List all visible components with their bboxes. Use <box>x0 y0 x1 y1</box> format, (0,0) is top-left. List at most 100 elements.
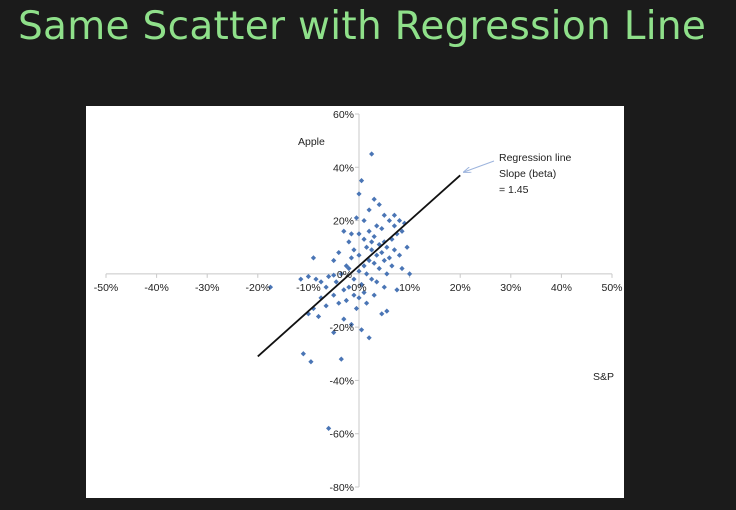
scatter-point <box>315 313 322 320</box>
scatter-point <box>384 271 390 277</box>
y-tick-label-zero: 0% <box>337 269 352 281</box>
y-tick-label: 60% <box>333 109 354 121</box>
x-tick-label: 10% <box>399 282 420 294</box>
scatter-point <box>381 284 387 290</box>
scatter-point <box>351 247 357 253</box>
scatter-point <box>394 231 400 237</box>
scatter-point <box>369 247 375 253</box>
scatter-point <box>338 356 344 362</box>
scatter-point <box>401 220 408 226</box>
scatter-point <box>391 247 398 253</box>
tick-labels: -50% -40% -30% -20% -10% 0% 10% 20% 30% 40% 50% 0% 6… <box>94 109 623 494</box>
scatter-point <box>404 244 410 250</box>
scatter-point <box>323 284 329 290</box>
y-tick-label: -80% <box>329 482 354 494</box>
x-tick-label: 0% <box>351 282 366 294</box>
scatter-point <box>399 265 405 272</box>
axes <box>105 113 613 488</box>
scatter-point <box>358 327 365 333</box>
x-tick-label: 40% <box>551 282 572 294</box>
scatter-point <box>346 239 352 245</box>
scatter-point <box>376 201 382 208</box>
scatter-chart: -50% -40% -30% -20% -10% 0% 10% 20% 30% 40% 50% 0% 6… <box>94 109 623 494</box>
scatter-point <box>374 252 380 258</box>
scatter-point <box>305 273 311 280</box>
scatter-point <box>381 212 387 218</box>
annotation-line-2: Slope (beta) <box>499 168 556 180</box>
y-axis-label: Apple <box>298 136 325 148</box>
scatter-point <box>379 249 385 256</box>
data-points <box>267 151 413 431</box>
scatter-point <box>374 279 380 285</box>
scatter-point <box>386 255 392 261</box>
scatter-point <box>308 359 314 365</box>
annotation-line-3: = 1.45 <box>499 184 529 196</box>
x-tick-label: -40% <box>144 282 169 294</box>
annotation-line-1: Regression line <box>499 152 572 164</box>
scatter-point <box>369 276 375 282</box>
scatter-point <box>386 217 392 224</box>
x-tick-label: 50% <box>601 282 622 294</box>
scatter-point <box>341 287 347 293</box>
scatter-point <box>336 300 342 306</box>
scatter-point <box>358 281 365 288</box>
x-tick-label: -50% <box>94 282 119 294</box>
scatter-point <box>381 257 387 264</box>
scatter-point <box>399 228 405 234</box>
scatter-point <box>371 260 377 266</box>
scatter-point <box>391 223 398 229</box>
scatter-point <box>323 303 329 309</box>
scatter-point <box>348 231 355 237</box>
scatter-point <box>396 252 403 258</box>
y-tick-label: -20% <box>329 322 354 334</box>
scatter-point <box>371 196 377 202</box>
scatter-point <box>331 292 337 298</box>
scatter-point <box>366 228 372 234</box>
scatter-point <box>310 305 317 312</box>
scatter-point <box>363 271 370 277</box>
chart-panel: -50% -40% -30% -20% -10% 0% 10% 20% 30% 40% 50% 0% 6… <box>86 106 624 498</box>
scatter-point <box>361 289 367 296</box>
annotations: Apple S&P Regression line Slope (beta) =… <box>298 136 614 383</box>
y-tick-label: 40% <box>333 162 354 174</box>
x-tick-label: -20% <box>246 282 271 294</box>
scatter-point <box>356 295 362 301</box>
scatter-point <box>356 191 362 197</box>
scatter-point <box>366 207 372 213</box>
scatter-point <box>361 217 367 224</box>
slide-title: Same Scatter with Regression Line <box>18 4 707 49</box>
scatter-point <box>376 265 382 272</box>
scatter-point <box>331 329 337 336</box>
scatter-point <box>341 228 347 234</box>
scatter-point <box>343 263 349 269</box>
y-tick-label: 20% <box>333 216 354 228</box>
scatter-point <box>389 263 395 269</box>
scatter-point <box>353 215 360 221</box>
scatter-point <box>358 178 365 184</box>
scatter-point <box>379 225 385 232</box>
scatter-point <box>391 212 398 218</box>
x-axis-label: S&P <box>593 371 614 383</box>
scatter-point <box>310 255 317 261</box>
scatter-point <box>348 255 355 261</box>
scatter-point <box>384 308 390 314</box>
scatter-point <box>331 257 337 264</box>
scatter-point <box>369 239 375 245</box>
scatter-point <box>361 236 367 242</box>
scatter-point <box>336 249 342 256</box>
scatter-point <box>379 311 385 317</box>
scatter-point <box>356 231 362 237</box>
scatter-point <box>396 217 403 224</box>
x-tick-label: 20% <box>450 282 471 294</box>
y-tick-label: -40% <box>329 375 354 387</box>
scatter-point <box>366 335 372 341</box>
scatter-point <box>326 273 332 280</box>
scatter-point <box>389 236 395 242</box>
scatter-point <box>343 297 349 304</box>
scatter-point <box>371 233 377 240</box>
scatter-point <box>356 252 362 258</box>
scatter-point <box>348 321 355 328</box>
scatter-point <box>341 316 347 322</box>
scatter-point <box>384 244 390 250</box>
scatter-point <box>300 351 306 357</box>
